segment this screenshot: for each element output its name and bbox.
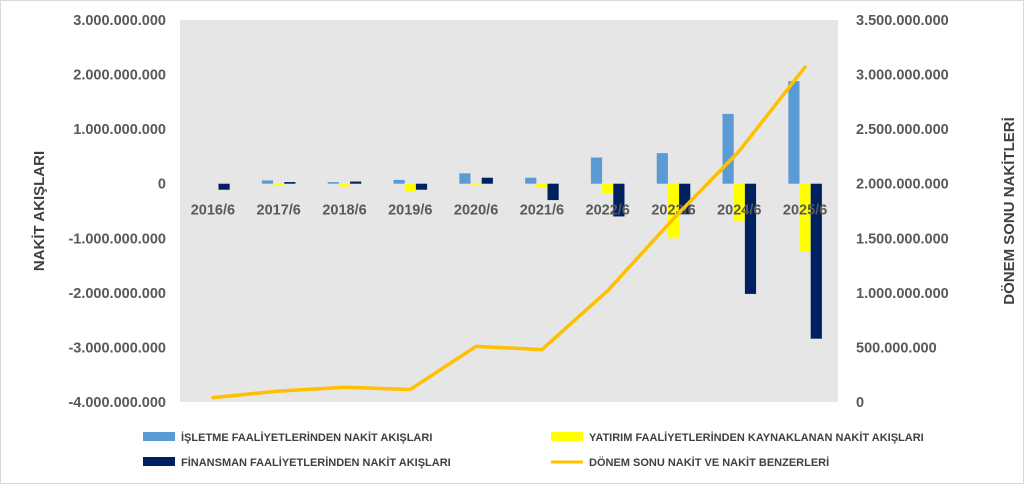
- bar-series-2-2025/6: [810, 183, 822, 339]
- x-axis-ticks: 2016/6 2017/6 2018/6 2019/6 2020/6 2021/6 2022…: [191, 203, 828, 219]
- x-tick-label: 2019/6: [388, 203, 432, 219]
- right-tick-label: 3.500.000.000: [856, 13, 949, 29]
- bar-series-1-2018/6: [338, 183, 351, 187]
- bar-series: [218, 81, 822, 339]
- x-tick-label: 2017/6: [257, 203, 301, 219]
- bar-series-0-2019/6: [393, 179, 405, 184]
- right-tick-label: 1.500.000.000: [856, 231, 949, 247]
- legend: İŞLETME FAALİYETLERİNDEN NAKİT AKIŞLARI …: [143, 431, 924, 469]
- legend-label-investing: YATIRIM FAALİYETLERİNDEN KAYNAKLANAN NAK…: [589, 431, 924, 444]
- left-tick-label: 0: [158, 177, 166, 193]
- line-series: [211, 65, 807, 400]
- right-tick-label: 3.000.000.000: [856, 68, 949, 84]
- x-tick-label: 2022/6: [586, 203, 630, 219]
- x-tick-label: 2025/6: [783, 203, 827, 219]
- bar-series-0-2021/6: [525, 177, 537, 184]
- legend-item-period-end-cash: DÖNEM SONU NAKİT VE NAKİT BENZERLERİ: [551, 456, 829, 469]
- right-axis-title: DÖNEM SONU NAKİTLERİ: [1001, 117, 1018, 305]
- bar-series-1-2020/6: [470, 183, 482, 185]
- bar-series-0-2018/6: [327, 182, 339, 184]
- bar-series-0-2024/6: [722, 113, 734, 184]
- bar-series-2-2016/6: [218, 183, 230, 190]
- bar-series-2-2018/6: [350, 181, 362, 184]
- right-axis-ticks: 3.500.000.000 3.000.000.000 2.500.000.000 2…: [856, 13, 949, 411]
- left-tick-label: 3.000.000.000: [73, 13, 166, 29]
- left-tick-label: -3.000.000.000: [68, 340, 166, 356]
- left-axis-title: NAKİT AKIŞLARI: [31, 151, 48, 271]
- line-period-end-cash: [211, 65, 807, 400]
- bar-series-0-2017/6: [261, 180, 274, 184]
- bar-series-0-2025/6: [788, 81, 800, 184]
- bar-series-2-2022/6: [613, 183, 625, 217]
- x-tick-label: 2018/6: [322, 203, 366, 219]
- left-axis-ticks: 3.000.000.000 2.000.000.000 1.000.000.000 0…: [68, 13, 166, 411]
- x-tick-label: 2020/6: [454, 203, 498, 219]
- bar-series-0-2020/6: [459, 173, 471, 184]
- left-tick-label: -4.000.000.000: [68, 395, 166, 411]
- legend-swatch-investing: [551, 432, 583, 441]
- right-tick-label: 1.000.000.000: [856, 286, 949, 302]
- bar-series-0-2023/6: [656, 153, 668, 184]
- legend-item-investing: YATIRIM FAALİYETLERİNDEN KAYNAKLANAN NAK…: [551, 431, 924, 444]
- x-tick-label: 2021/6: [520, 203, 564, 219]
- bar-series-1-2021/6: [536, 183, 548, 187]
- bar-series-1-2017/6: [273, 183, 285, 186]
- legend-swatch-financing: [143, 457, 175, 466]
- right-tick-label: 2.000.000.000: [856, 177, 949, 193]
- left-tick-label: -1.000.000.000: [68, 231, 166, 247]
- plot-area: [180, 20, 838, 402]
- bar-series-2-2019/6: [415, 183, 428, 190]
- bar-series-2-2017/6: [284, 182, 296, 184]
- legend-swatch-operating: [143, 432, 175, 441]
- bar-series-1-2022/6: [602, 183, 614, 193]
- legend-label-period-end-cash: DÖNEM SONU NAKİT VE NAKİT BENZERLERİ: [589, 456, 829, 469]
- left-tick-label: 2.000.000.000: [73, 68, 166, 84]
- bar-series-2-2020/6: [481, 177, 493, 184]
- right-tick-label: 500.000.000: [856, 340, 937, 356]
- bar-series-1-2024/6: [733, 183, 745, 221]
- left-tick-label: 1.000.000.000: [73, 122, 166, 138]
- legend-item-financing: FİNANSMAN FAALİYETLERİNDEN NAKİT AKIŞLAR…: [143, 456, 451, 469]
- bar-series-2-2024/6: [744, 183, 757, 294]
- x-tick-label: 2024/6: [717, 203, 761, 219]
- bar-series-1-2023/6: [667, 183, 680, 239]
- left-tick-label: -2.000.000.000: [68, 286, 166, 302]
- bar-series-1-2019/6: [404, 183, 416, 192]
- bar-series-2-2023/6: [679, 183, 691, 215]
- legend-label-financing: FİNANSMAN FAALİYETLERİNDEN NAKİT AKIŞLAR…: [181, 456, 451, 469]
- bar-series-1-2025/6: [799, 183, 811, 252]
- bar-series-2-2021/6: [547, 183, 559, 201]
- x-tick-label: 2016/6: [191, 203, 235, 219]
- bar-series-0-2022/6: [590, 157, 603, 184]
- right-tick-label: 2.500.000.000: [856, 122, 949, 138]
- legend-label-operating: İŞLETME FAALİYETLERİNDEN NAKİT AKIŞLARI: [181, 431, 432, 444]
- legend-item-operating: İŞLETME FAALİYETLERİNDEN NAKİT AKIŞLARI: [143, 431, 432, 444]
- right-tick-label: 0: [856, 395, 864, 411]
